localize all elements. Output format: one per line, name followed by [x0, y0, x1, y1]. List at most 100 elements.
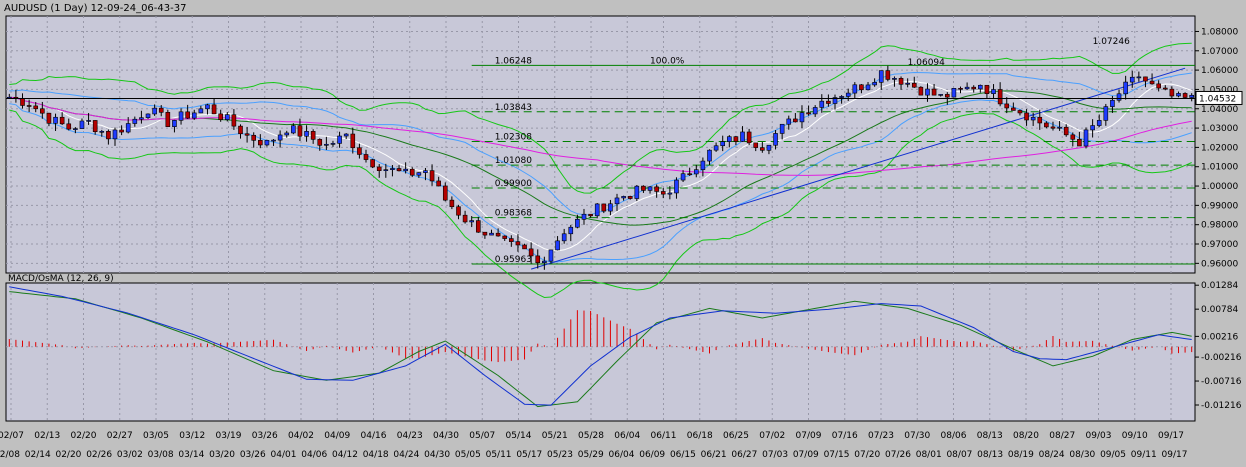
candle-body: [865, 84, 871, 91]
candle-body: [112, 129, 118, 140]
candle-body: [363, 154, 369, 160]
candle-body: [1050, 126, 1056, 129]
candle-body: [535, 255, 541, 264]
candle-body: [92, 120, 98, 132]
macd-panel: [5, 282, 1196, 422]
candle-body: [224, 114, 230, 120]
annotation-label: 1.07246: [1093, 37, 1130, 47]
candle-body: [1129, 76, 1135, 83]
x-tick-label-date: 05/17: [516, 450, 542, 460]
candle-body: [786, 118, 792, 125]
candle-body: [59, 116, 65, 125]
x-tick-label: 07/02: [759, 431, 785, 441]
x-tick-label-date: 06/04: [609, 450, 635, 460]
candle-body: [343, 133, 349, 137]
candle-body: [931, 88, 937, 96]
candle-body: [244, 133, 250, 136]
x-tick-label: 08/27: [1049, 431, 1075, 441]
x-tick-label-date: 05/29: [578, 450, 604, 460]
macd-tick-label: -0.01216: [1201, 401, 1242, 411]
x-tick-label: 06/18: [687, 431, 713, 441]
candle-body: [799, 112, 805, 123]
candle-body: [1077, 138, 1082, 147]
y-tick-label: 1.04000: [1201, 105, 1238, 115]
candle-body: [885, 70, 891, 80]
candle-body: [1057, 126, 1062, 129]
candle-body: [687, 173, 692, 176]
candle-body: [819, 100, 825, 108]
x-tick-label-date: 04/30: [424, 450, 450, 460]
candle-body: [53, 116, 58, 124]
candle-body: [1123, 81, 1128, 95]
candle-body: [218, 113, 223, 120]
x-tick-label-date: 08/07: [946, 450, 972, 460]
candle-body: [337, 135, 342, 144]
candle-body: [575, 219, 580, 228]
candle-body: [409, 168, 415, 176]
candle-body: [740, 131, 745, 142]
x-tick-label: 03/26: [252, 431, 278, 441]
candle-body: [1030, 116, 1036, 121]
candle-body: [938, 94, 943, 96]
candle-body: [958, 88, 963, 90]
x-tick-label: 08/13: [977, 431, 1003, 441]
candle-body: [561, 233, 567, 242]
fib-level-label: 0.95963: [495, 255, 532, 265]
y-tick-label: 1.03000: [1201, 124, 1238, 134]
candle-body: [502, 235, 508, 239]
candle-body: [746, 131, 752, 144]
x-tick-label: 04/02: [288, 431, 314, 441]
candle-body: [978, 84, 983, 90]
x-tick-label: 07/30: [904, 431, 930, 441]
candle-body: [773, 133, 778, 146]
x-tick-label-date: 06/09: [639, 450, 665, 460]
candle-body: [271, 139, 276, 142]
x-tick-label-date: 09/17: [1162, 450, 1188, 460]
candle-body: [456, 206, 461, 216]
candle-body: [390, 168, 395, 170]
candle-body: [416, 172, 422, 176]
candle-body: [859, 84, 864, 91]
candle-body: [86, 120, 91, 122]
y-tick-label: 0.99000: [1201, 201, 1238, 211]
candle-body: [614, 197, 620, 205]
price-panel: [5, 15, 1196, 274]
candle-body: [700, 160, 706, 170]
x-tick-label-date: 08/24: [1039, 450, 1065, 460]
candle-body: [1070, 134, 1076, 140]
candle-body: [20, 98, 25, 106]
candle-body: [601, 203, 607, 212]
x-tick-label: 03/19: [216, 431, 242, 441]
candle-body: [964, 86, 970, 90]
candle-body: [238, 125, 243, 135]
x-tick-label-date: 05/23: [547, 450, 573, 460]
x-tick-label: 03/05: [143, 431, 169, 441]
candle-body: [304, 131, 309, 137]
candle-body: [482, 231, 488, 236]
x-tick-label: 03/12: [179, 431, 205, 441]
candle-body: [522, 244, 527, 250]
macd-tick-label: 0.00784: [1201, 305, 1238, 315]
candle-body: [627, 196, 633, 199]
candle-body: [297, 125, 303, 137]
y-tick-label: 0.96000: [1201, 259, 1238, 269]
candle-body: [753, 142, 759, 148]
candle-body: [185, 111, 190, 119]
candle-body: [152, 107, 157, 115]
candle-body: [106, 131, 111, 140]
macd-tick-label: 0.01284: [1201, 281, 1238, 291]
candle-body: [760, 147, 765, 151]
candle-body: [806, 112, 811, 115]
candle-body: [713, 145, 719, 151]
candle-body: [680, 173, 686, 181]
x-tick-label-date: 06/15: [670, 450, 696, 460]
candle-body: [898, 78, 904, 85]
candle-body: [1149, 80, 1155, 85]
candle-body: [449, 199, 455, 208]
candle-body: [812, 107, 818, 115]
candle-body: [878, 70, 884, 83]
candle-body: [839, 96, 844, 98]
candle-body: [660, 191, 666, 195]
ma-long: [9, 96, 1192, 176]
candle-body: [198, 108, 204, 114]
